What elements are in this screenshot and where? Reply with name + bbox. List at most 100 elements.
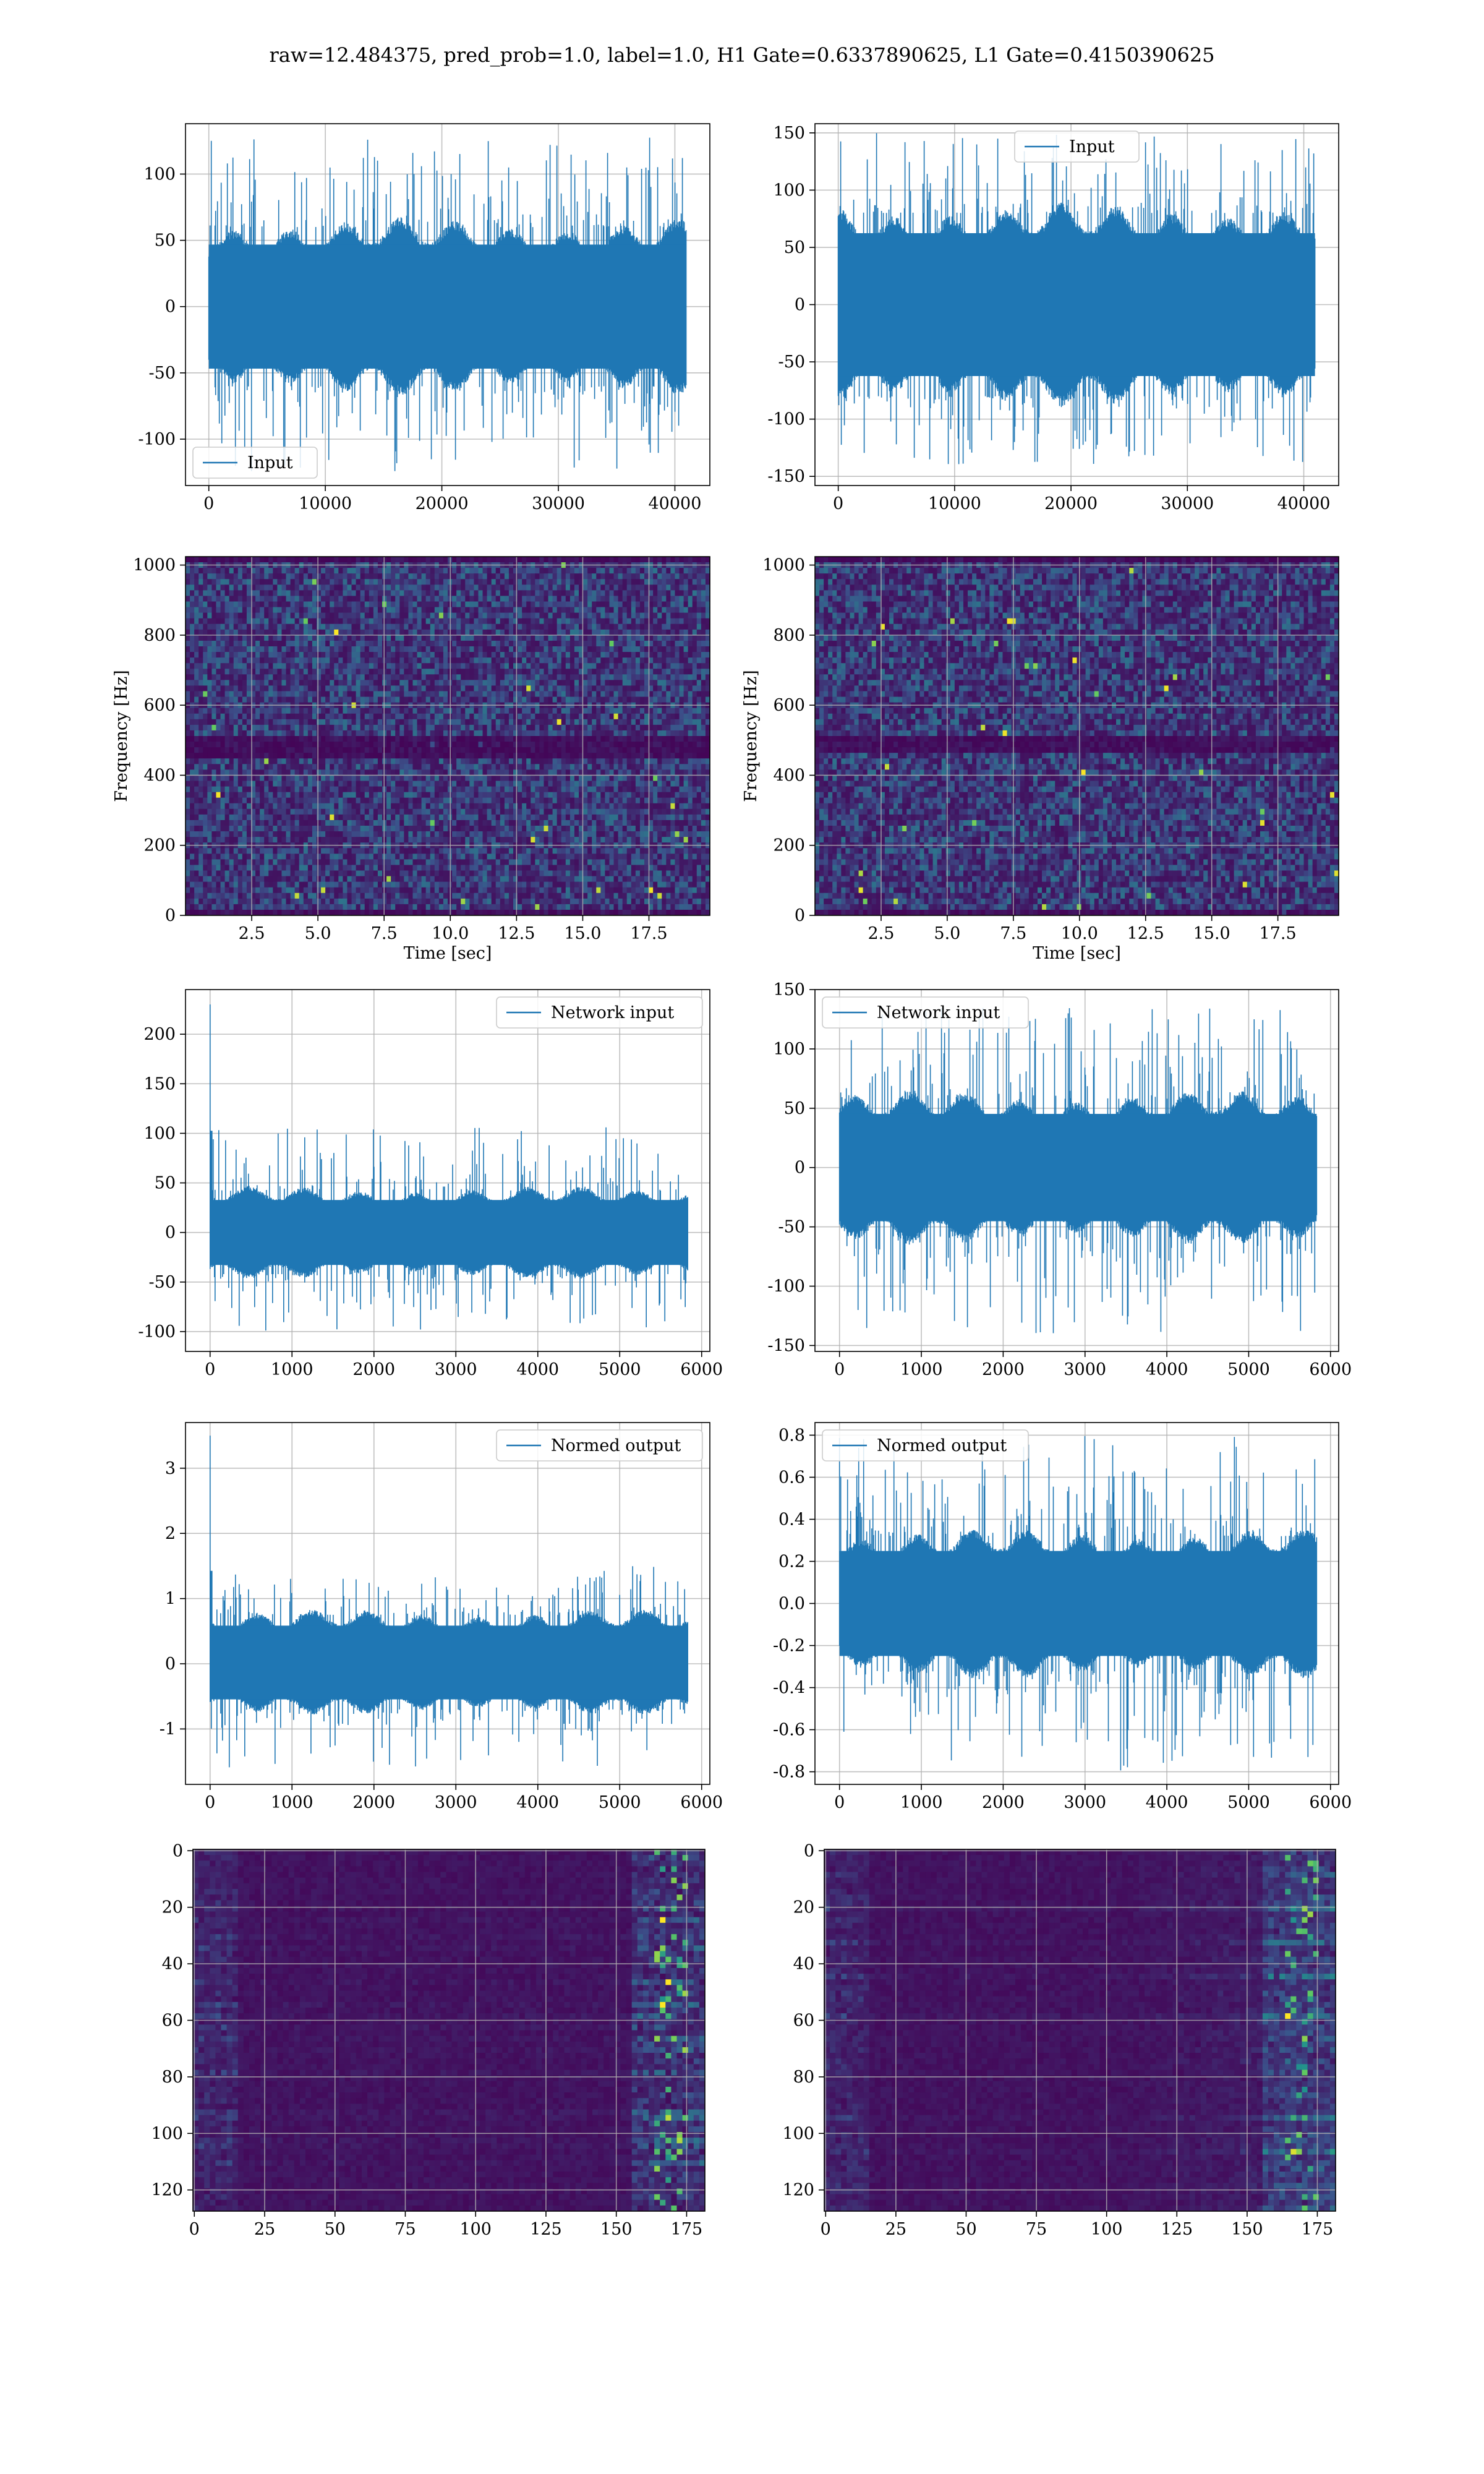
- heatmap-cell: [334, 697, 339, 703]
- heatmap-cell: [408, 568, 413, 574]
- heatmap-cell: [281, 624, 286, 630]
- heatmap-cell: [452, 641, 457, 647]
- heatmap-cell: [260, 635, 265, 641]
- heatmap-cell: [492, 747, 497, 753]
- heatmap-cell: [308, 747, 313, 753]
- heatmap-cell: [456, 568, 461, 574]
- heatmap-cell: [544, 669, 548, 675]
- heatmap-cell: [535, 584, 540, 591]
- heatmap-cell: [395, 635, 400, 641]
- heatmap-cell: [347, 669, 352, 675]
- heatmap-cell: [452, 714, 457, 720]
- heatmap-cell: [618, 736, 623, 742]
- heatmap-cell: [631, 691, 636, 698]
- heatmap-cell: [443, 753, 448, 759]
- heatmap-cell: [391, 602, 396, 608]
- heatmap-cell: [644, 758, 649, 764]
- heatmap-cell: [531, 674, 535, 680]
- heatmap-cell: [317, 781, 322, 787]
- heatmap-cell: [325, 618, 330, 625]
- heatmap-cell: [255, 613, 260, 619]
- heatmap-cell: [623, 747, 628, 753]
- heatmap-cell: [408, 579, 413, 585]
- heatmap-cell: [216, 725, 221, 731]
- heatmap-cell: [531, 630, 535, 636]
- heatmap-cell: [225, 607, 230, 614]
- heatmap-cell: [260, 646, 265, 653]
- heatmap-cell: [680, 602, 684, 608]
- heatmap-cell: [574, 669, 579, 675]
- heatmap-cell: [386, 764, 391, 770]
- heatmap-cell: [238, 641, 243, 647]
- heatmap-cell: [373, 758, 378, 764]
- heatmap-cell: [347, 775, 352, 781]
- heatmap-cell: [408, 652, 413, 658]
- heatmap-cell: [338, 764, 343, 770]
- heatmap-cell: [317, 602, 322, 608]
- heatmap-cell: [412, 764, 417, 770]
- heatmap-cell: [190, 691, 195, 698]
- heatmap-cell: [566, 641, 571, 647]
- heatmap-cell: [666, 652, 671, 658]
- heatmap-cell: [680, 742, 684, 748]
- heatmap-cell: [338, 769, 343, 776]
- heatmap-cell: [636, 573, 641, 580]
- heatmap-cell: [675, 742, 680, 748]
- heatmap-cell: [644, 613, 649, 619]
- heatmap-cell: [469, 747, 474, 753]
- heatmap-cell: [526, 685, 531, 691]
- heatmap-cell: [701, 646, 706, 653]
- heatmap-cell: [605, 579, 610, 585]
- heatmap-cell: [325, 747, 330, 753]
- heatmap-cell: [688, 557, 693, 563]
- heatmap-cell: [456, 669, 461, 675]
- heatmap-cell: [653, 579, 658, 585]
- heatmap-cell: [430, 769, 435, 776]
- heatmap-cell: [456, 719, 461, 726]
- heatmap-cell: [675, 646, 680, 653]
- heatmap-cell: [386, 719, 391, 726]
- heatmap-cell: [561, 719, 566, 726]
- heatmap-cell: [456, 584, 461, 591]
- heatmap-cell: [670, 579, 675, 585]
- heatmap-cell: [548, 635, 553, 641]
- heatmap-cell: [640, 719, 645, 726]
- heatmap-cell: [325, 557, 330, 563]
- heatmap-cell: [574, 657, 579, 664]
- heatmap-cell: [286, 602, 291, 608]
- heatmap-cell: [356, 584, 361, 591]
- heatmap-cell: [190, 769, 195, 776]
- heatmap-cell: [234, 624, 239, 630]
- heatmap-cell: [273, 730, 278, 737]
- heatmap-cell: [492, 669, 497, 675]
- heatmap-cell: [186, 652, 190, 658]
- heatmap-cell: [186, 568, 190, 574]
- heatmap-cell: [500, 730, 505, 737]
- heatmap-cell: [443, 714, 448, 720]
- heatmap-cell: [636, 557, 641, 563]
- heatmap-cell: [242, 646, 247, 653]
- heatmap-cell: [492, 736, 497, 742]
- heatmap-cell: [264, 568, 269, 574]
- heatmap-cell: [531, 781, 535, 787]
- heatmap-cell: [592, 613, 597, 619]
- heatmap-cell: [522, 769, 527, 776]
- heatmap-cell: [229, 691, 234, 698]
- heatmap-cell: [461, 557, 466, 563]
- heatmap-cell: [526, 769, 531, 776]
- heatmap-cell: [299, 573, 304, 580]
- heatmap-cell: [330, 652, 335, 658]
- heatmap-cell: [474, 753, 479, 759]
- heatmap-cell: [190, 674, 195, 680]
- heatmap-cell: [207, 685, 212, 691]
- heatmap-cell: [216, 652, 221, 658]
- heatmap-cell: [697, 730, 702, 737]
- heatmap-cell: [186, 641, 190, 647]
- heatmap-cell: [399, 725, 404, 731]
- heatmap-cell: [662, 590, 667, 596]
- heatmap-cell: [496, 725, 501, 731]
- heatmap-cell: [574, 663, 579, 669]
- heatmap-cell: [299, 607, 304, 614]
- heatmap-cell: [670, 669, 675, 675]
- heatmap-cell: [190, 764, 195, 770]
